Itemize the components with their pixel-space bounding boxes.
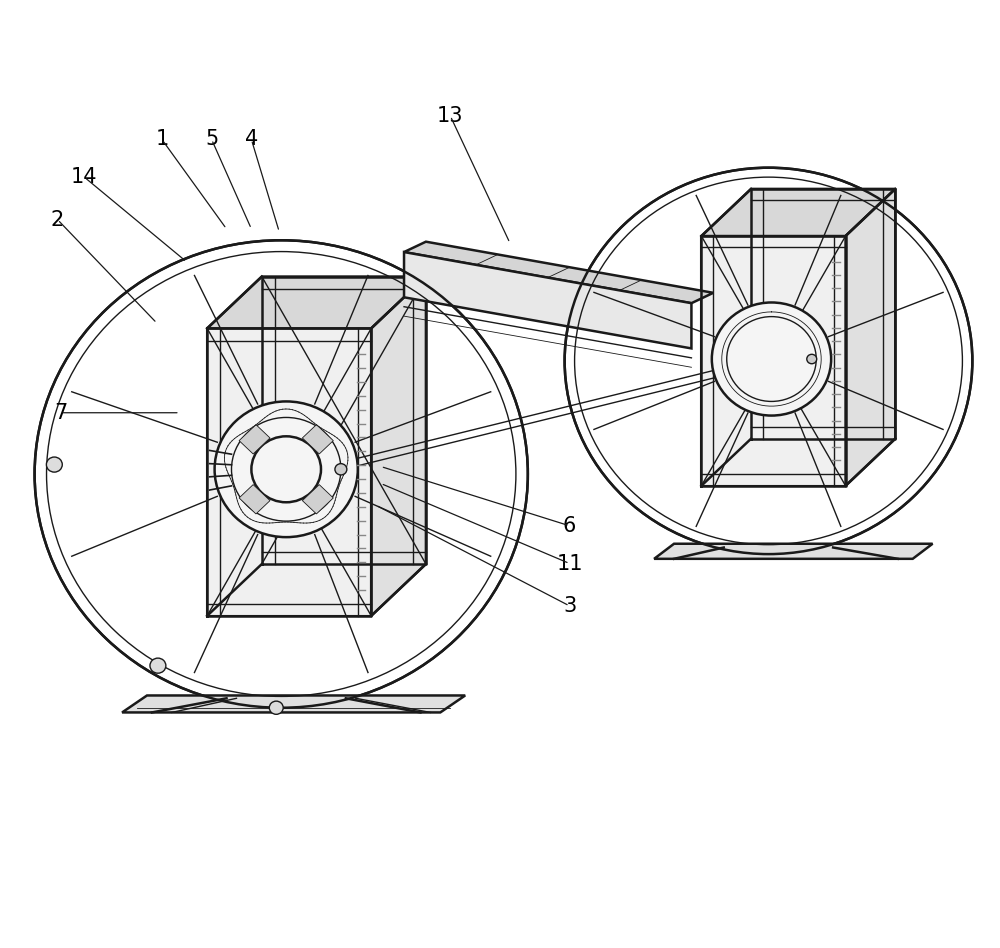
Polygon shape xyxy=(239,484,270,514)
Polygon shape xyxy=(846,189,895,485)
Circle shape xyxy=(712,302,831,415)
Text: 3: 3 xyxy=(563,596,576,616)
Text: 6: 6 xyxy=(563,516,576,536)
Text: 7: 7 xyxy=(54,403,67,423)
Text: 1: 1 xyxy=(155,130,169,150)
Circle shape xyxy=(807,355,817,364)
Text: 2: 2 xyxy=(51,210,64,229)
Text: 11: 11 xyxy=(556,554,583,574)
Text: 5: 5 xyxy=(205,130,218,150)
Circle shape xyxy=(565,168,972,555)
Text: 13: 13 xyxy=(437,106,464,126)
Polygon shape xyxy=(404,252,691,349)
Polygon shape xyxy=(207,277,426,328)
Circle shape xyxy=(215,401,358,538)
Polygon shape xyxy=(701,189,895,236)
Polygon shape xyxy=(239,425,270,454)
Text: 14: 14 xyxy=(71,167,98,187)
Circle shape xyxy=(269,702,283,715)
Circle shape xyxy=(150,658,166,673)
Polygon shape xyxy=(302,484,333,514)
Text: 4: 4 xyxy=(245,130,258,150)
Polygon shape xyxy=(404,242,713,303)
Polygon shape xyxy=(701,236,846,485)
Circle shape xyxy=(35,240,528,708)
Circle shape xyxy=(46,457,62,472)
Polygon shape xyxy=(207,328,371,616)
Circle shape xyxy=(335,464,347,475)
Polygon shape xyxy=(122,696,465,713)
Polygon shape xyxy=(371,277,426,616)
Polygon shape xyxy=(654,544,933,558)
Polygon shape xyxy=(302,425,333,454)
